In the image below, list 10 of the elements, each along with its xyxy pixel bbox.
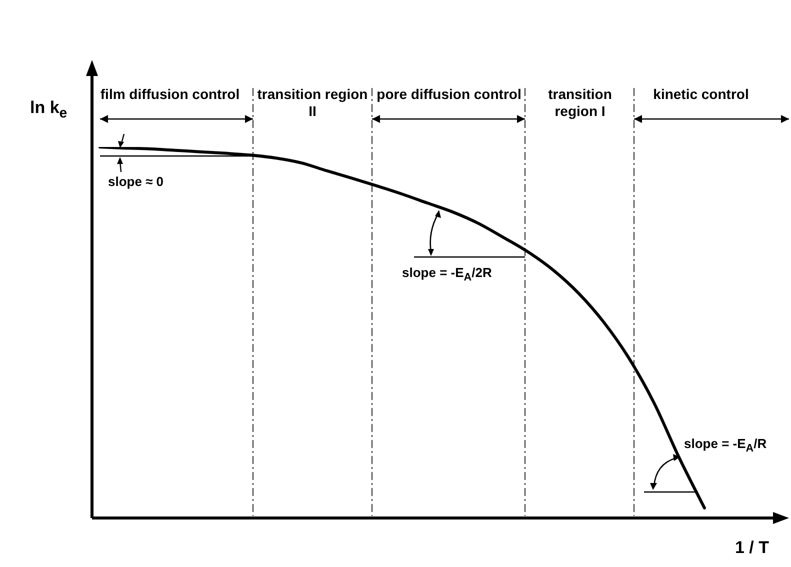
annotation: slope = -E$_{A}$/2R (402, 265, 492, 284)
annotation: slope ≈ 0 (108, 174, 164, 189)
y-axis-title: ln k$_{e}$ (30, 98, 68, 122)
text: transition region II (256, 86, 369, 120)
x-axis-title: 1 / T (735, 538, 770, 558)
text: film diffusion control (99, 86, 241, 103)
text: transition region I (547, 86, 613, 120)
text: pore diffusion control (376, 86, 522, 103)
text: kinetic control (652, 86, 750, 103)
annotation: slope = -E$_{A}$/R (684, 436, 767, 455)
